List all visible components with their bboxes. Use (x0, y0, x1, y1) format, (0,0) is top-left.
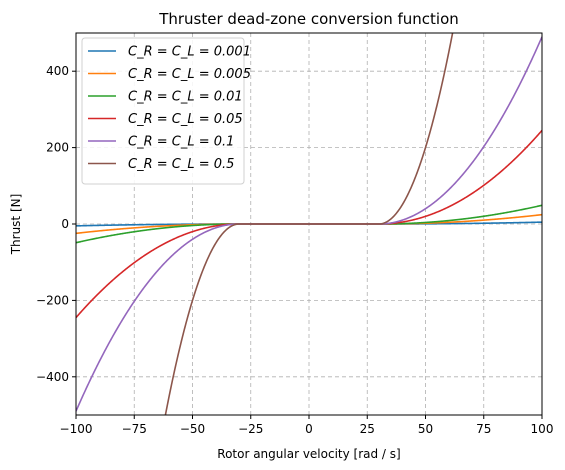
x-tick-label: −75 (122, 422, 147, 436)
legend-entry: C_R = C_L = 0.005 (128, 67, 251, 82)
x-tick-label: 75 (476, 422, 491, 436)
y-axis: −400 −200 0 200 400 (36, 64, 76, 384)
y-tick-label: −400 (36, 370, 69, 384)
y-tick-label: 0 (61, 217, 69, 231)
x-tick-label: 25 (360, 422, 375, 436)
y-axis-label: Thrust [N] (9, 194, 23, 256)
legend-box (81, 37, 245, 185)
chart-title: Thruster dead-zone conversion function (158, 10, 459, 28)
x-tick-label: −100 (60, 422, 93, 436)
legend-entry: C_R = C_L = 0.05 (128, 112, 243, 127)
x-axis-label: Rotor angular velocity [rad / s] (217, 447, 400, 461)
y-tick-label: 400 (46, 64, 69, 78)
legend-entry: C_R = C_L = 0.001 (128, 45, 251, 60)
legend-entry: C_R = C_L = 0.01 (128, 90, 243, 105)
y-tick-label: 200 (46, 141, 69, 155)
legend: C_R = C_L = 0.001 C_R = C_L = 0.005 C_R = … (81, 37, 251, 185)
series-layer (76, 33, 542, 415)
x-tick-label: 50 (418, 422, 433, 436)
x-tick-label: −50 (180, 422, 205, 436)
x-tick-label: 100 (531, 422, 554, 436)
x-axis: −100 −75 −50 −25 0 25 50 75 100 (60, 415, 554, 436)
legend-entry: C_R = C_L = 0.5 (128, 157, 234, 172)
series-line-6 (164, 33, 454, 415)
x-tick-label: 0 (305, 422, 313, 436)
y-tick-label: −200 (36, 293, 69, 307)
x-tick-label: −25 (238, 422, 263, 436)
legend-entry: C_R = C_L = 0.1 (128, 135, 234, 150)
